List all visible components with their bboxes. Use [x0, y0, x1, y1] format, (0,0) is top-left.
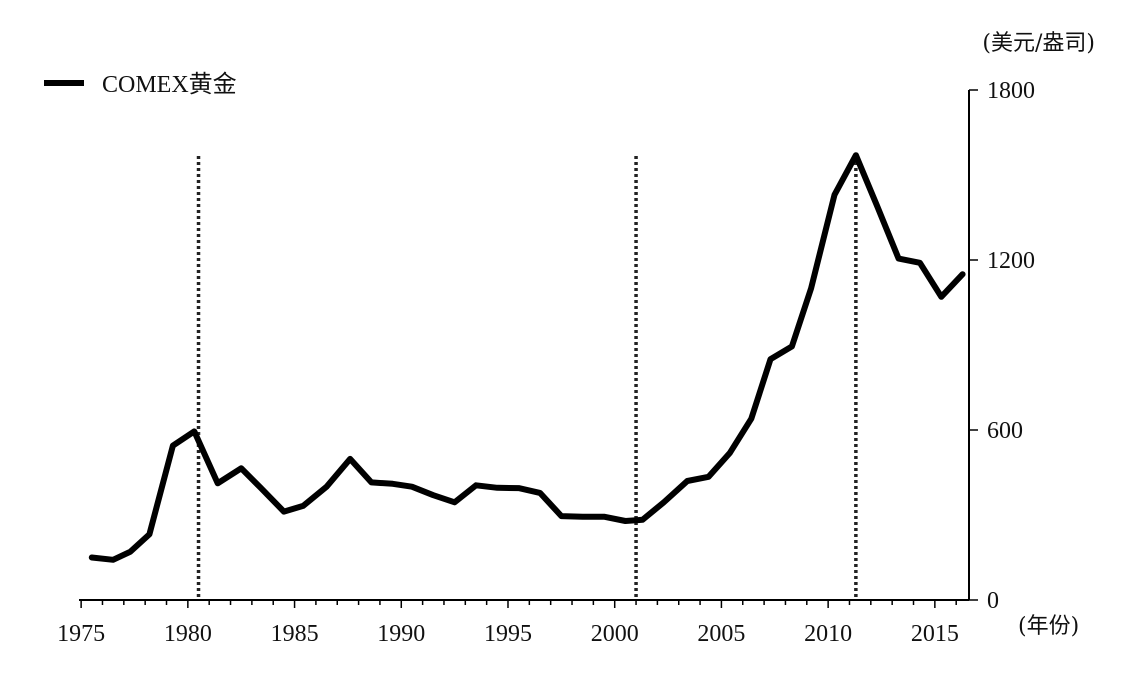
- x-tick-label: 1980: [164, 621, 212, 647]
- legend: COMEX黄金: [44, 71, 237, 98]
- x-tick-label: 1985: [271, 621, 319, 647]
- x-axis-unit-label: (年份): [1018, 614, 1079, 639]
- axis-labels: (美元/盎司) (年份): [982, 31, 1095, 639]
- y-tick-label: 1200: [987, 248, 1035, 274]
- series-line-comex-gold: [88, 152, 966, 563]
- y-tick-label: 1800: [987, 78, 1035, 104]
- y-tick-label: 600: [987, 418, 1023, 444]
- vertical-markers: [196, 156, 858, 600]
- x-tick-label: 1995: [484, 621, 532, 647]
- legend-label: COMEX黄金: [102, 71, 237, 98]
- x-tick-label: 2010: [804, 621, 852, 647]
- x-tick-label: 2005: [697, 621, 745, 647]
- x-tick-label: 1990: [377, 621, 425, 647]
- x-tick-label: 1975: [57, 621, 105, 647]
- x-tick-label: 2000: [591, 621, 639, 647]
- axes: 1975 1980 1985 1990 1995 2000 2005 2010 2015 0 600…: [57, 78, 1035, 647]
- x-tick-label: 2015: [911, 621, 959, 647]
- y-tick-label: 0: [987, 588, 999, 614]
- series-group: [88, 152, 966, 563]
- y-axis-unit-label: (美元/盎司): [982, 31, 1095, 56]
